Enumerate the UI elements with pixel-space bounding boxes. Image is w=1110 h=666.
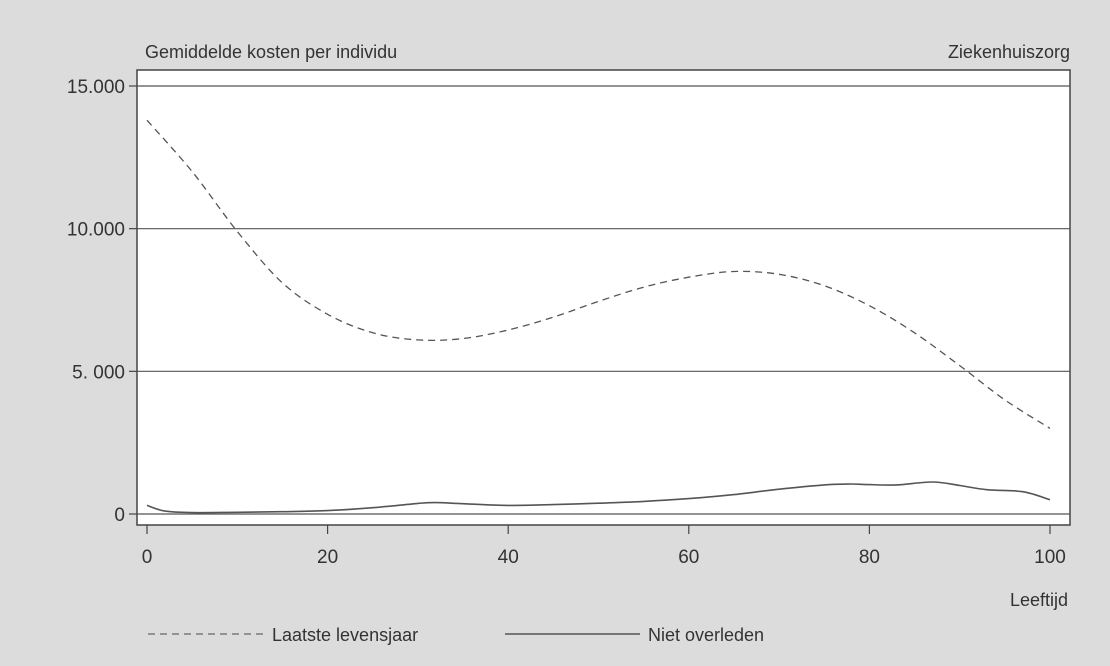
x-axis-label: Leeftijd xyxy=(1010,590,1068,610)
y-tick-label: 15.000 xyxy=(67,77,125,98)
series-group xyxy=(146,119,1051,514)
legend: Laatste levensjaar Niet overleden xyxy=(148,625,764,645)
legend-label-laatste-levensjaar: Laatste levensjaar xyxy=(272,625,418,645)
x-tick-label: 100 xyxy=(1034,547,1066,568)
x-tick-label: 0 xyxy=(142,547,153,568)
x-tick-label: 20 xyxy=(317,547,338,568)
plot-area xyxy=(136,69,1071,526)
chart-title-left: Gemiddelde kosten per individu xyxy=(145,42,397,62)
y-tick-label: 5. 000 xyxy=(72,362,125,383)
y-tick-label: 0 xyxy=(114,505,125,526)
x-tick-label: 80 xyxy=(859,547,880,568)
gridlines xyxy=(137,85,1070,515)
series-line-laatste-levensjaar xyxy=(146,119,1051,429)
y-axis: 0 5. 000 10.000 15.000 xyxy=(67,77,137,526)
chart-title-right: Ziekenhuiszorg xyxy=(948,42,1070,62)
x-axis: 0 20 40 60 80 100 xyxy=(142,525,1066,568)
y-tick-label: 10.000 xyxy=(67,220,125,241)
series-line-niet-overleden xyxy=(146,481,1051,514)
legend-label-niet-overleden: Niet overleden xyxy=(648,625,764,645)
x-tick-label: 60 xyxy=(678,547,699,568)
x-tick-label: 40 xyxy=(498,547,519,568)
